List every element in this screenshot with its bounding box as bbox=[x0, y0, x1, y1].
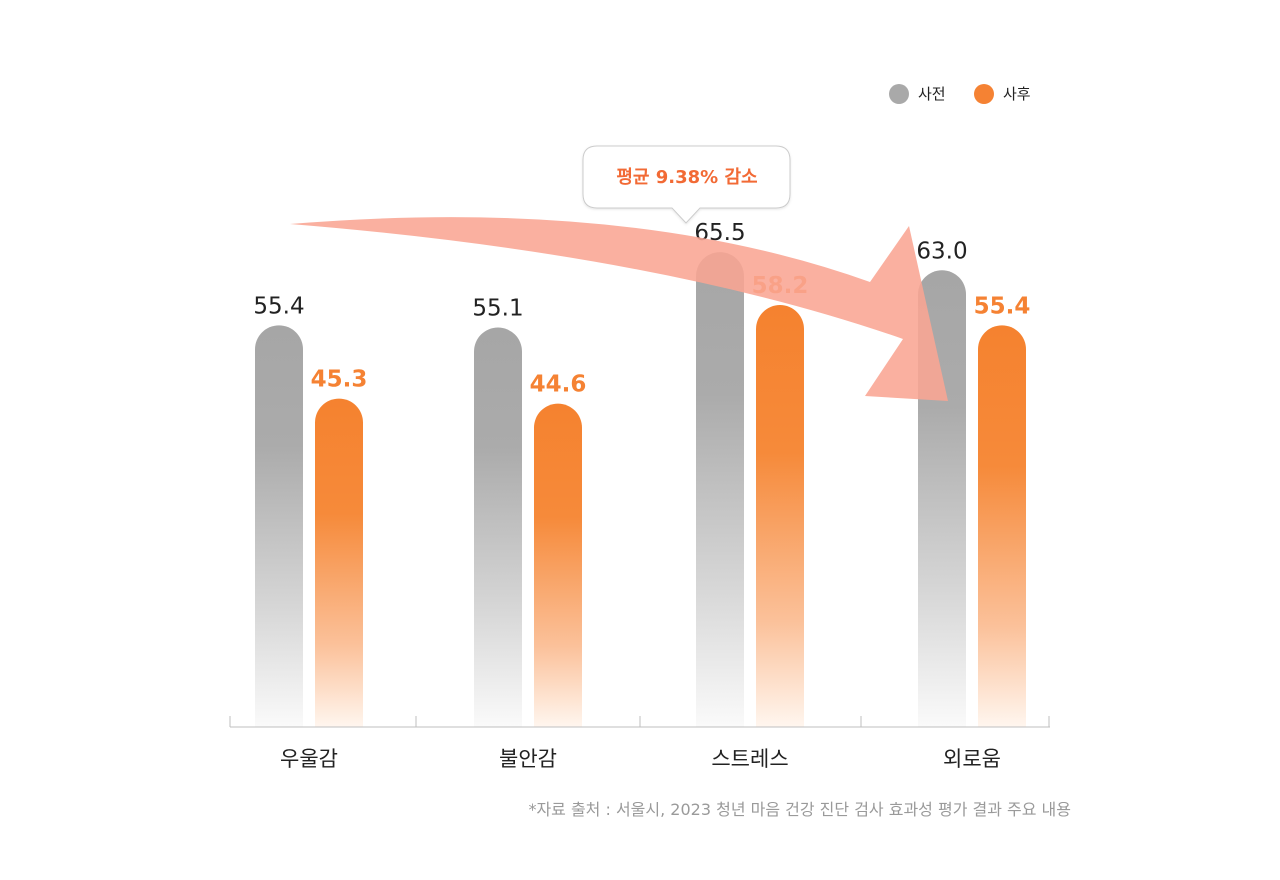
bars-group bbox=[255, 252, 1026, 728]
legend-swatch-before bbox=[889, 84, 909, 104]
bar-before-1 bbox=[255, 325, 303, 727]
value-label-after-2: 44.6 bbox=[530, 372, 587, 398]
value-label-before-2: 55.1 bbox=[472, 296, 523, 322]
bar-before-2 bbox=[474, 327, 522, 727]
annotation-bubble bbox=[582, 145, 791, 224]
x-tick-label-4: 외로움 bbox=[943, 747, 1001, 771]
legend-label-before: 사전 bbox=[918, 85, 946, 103]
x-tick-label-1: 우울감 bbox=[280, 747, 338, 771]
legend-swatch-after bbox=[974, 84, 994, 104]
value-label-after-1: 45.3 bbox=[311, 367, 368, 393]
annotation-text: 평균 9.38% 감소 bbox=[616, 167, 757, 188]
legend-item-after: 사후 bbox=[974, 84, 1031, 104]
value-label-after-4: 55.4 bbox=[974, 293, 1031, 319]
decrease-arrow bbox=[290, 217, 948, 401]
x-tick-label-3: 스트레스 bbox=[711, 747, 788, 771]
bar-before-3 bbox=[696, 252, 744, 728]
bar-after-3 bbox=[756, 305, 804, 727]
x-axis-labels: 우울감 불안감 스트레스 외로움 bbox=[280, 747, 1001, 771]
x-axis: 우울감 불안감 스트레스 외로움 bbox=[229, 716, 1050, 771]
legend: 사전 사후 bbox=[889, 84, 1031, 104]
x-axis-ticks bbox=[229, 716, 1050, 727]
bar-after-1 bbox=[315, 398, 363, 727]
source-note: *자료 출처 : 서울시, 2023 청년 마음 건강 진단 검사 효과성 평가… bbox=[528, 800, 1071, 819]
bar-after-4 bbox=[978, 325, 1026, 727]
value-label-before-1: 55.4 bbox=[253, 293, 304, 319]
value-label-before-4: 63.0 bbox=[916, 238, 967, 264]
bar-after-2 bbox=[534, 403, 582, 727]
legend-label-after: 사후 bbox=[1003, 85, 1031, 103]
legend-item-before: 사전 bbox=[889, 84, 946, 104]
annotation-bubble-shape bbox=[582, 145, 791, 224]
x-tick-label-2: 불안감 bbox=[499, 747, 557, 771]
